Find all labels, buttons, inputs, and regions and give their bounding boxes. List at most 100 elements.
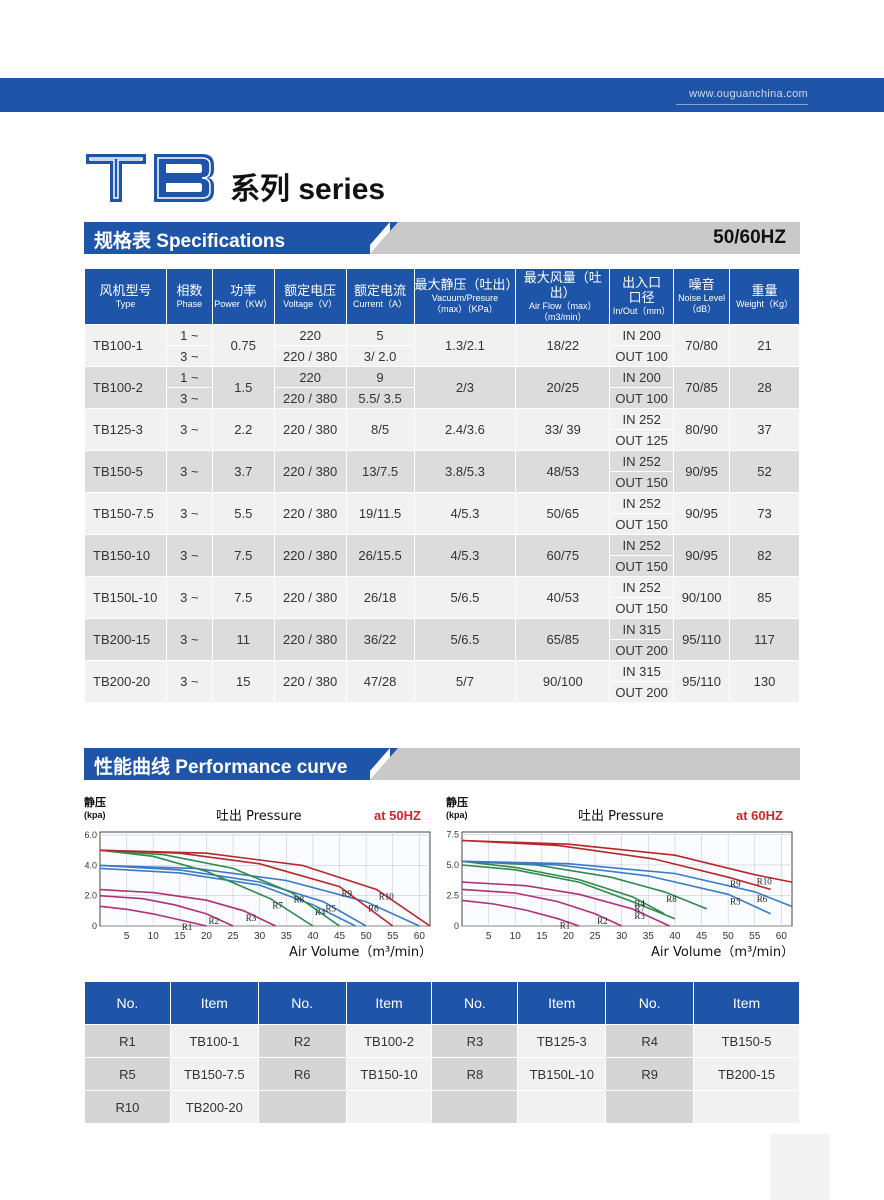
legend-header-item: Item <box>693 981 800 1025</box>
header-en: Noise Level <box>678 293 726 303</box>
cell-out: OUT 150 <box>609 555 675 577</box>
cell-type: TB125-3 <box>84 408 167 451</box>
cell-current: 19/11.5 <box>345 492 415 535</box>
header-en: Weight（Kg） <box>736 298 793 309</box>
header-zh: 出入口 <box>622 276 662 291</box>
cell-noise: 90/95 <box>673 534 731 577</box>
cell-in: IN 315 <box>609 618 675 640</box>
curve-r7 <box>461 864 676 920</box>
header-en: Type <box>115 298 136 309</box>
cell-noise: 70/80 <box>673 324 731 367</box>
cell-current: 5.5/ 3.5 <box>345 387 415 409</box>
spec-row: TB200-15 3 ~11 220 / 380 36/22 5/6.5 65/85 IN … <box>84 618 800 661</box>
legend-header-row: No. Item No. Item No. Item No. Item <box>84 981 800 1025</box>
spec-row: TB100-1 1 ~0.75 220 5 1.3/2.1 18/22 IN 200 70/8… <box>84 324 800 367</box>
cell-noise: 95/110 <box>673 618 731 661</box>
website-url[interactable]: www.ouguanchina.com <box>689 88 808 100</box>
x-tick-label: 30 <box>254 931 266 942</box>
legend-no: R1 <box>84 1024 171 1058</box>
spec-header-6: 最大风量（吐出） Air Flow（max） （m3/min） <box>515 268 611 325</box>
header-en: Air Flow（max） <box>529 300 597 311</box>
cell-voltage: 220 / 380 <box>273 387 347 409</box>
curve-label: R10 <box>379 892 395 902</box>
y-axis-label: 静压 <box>446 795 468 809</box>
x-tick-label: 55 <box>749 931 761 942</box>
curve-label: R8 <box>666 894 677 904</box>
cell-noise: 70/85 <box>673 366 731 409</box>
cell-weight: 117 <box>729 618 800 661</box>
cell-power: 3.7 <box>211 450 275 493</box>
curve-r1 <box>461 899 580 927</box>
x-tick-label: 55 <box>387 931 399 942</box>
legend-no: R10 <box>84 1090 171 1124</box>
cell-voltage: 220 / 380 <box>273 534 347 577</box>
frequency-label: at 50HZ <box>374 808 421 823</box>
x-tick-label: 45 <box>334 931 346 942</box>
cell-power: 7.5 <box>211 576 275 619</box>
cell-flow: 50/65 <box>515 492 611 535</box>
curve-label: R6 <box>368 904 379 914</box>
cell-noise: 90/95 <box>673 492 731 535</box>
curve-r4 <box>461 860 665 915</box>
legend-no: R8 <box>431 1057 519 1091</box>
y-tick-label: 0 <box>454 921 459 931</box>
spec-header-1: 相数 Phase <box>165 268 213 325</box>
cell-type: TB150-5 <box>84 450 167 493</box>
cell-weight: 130 <box>729 660 800 703</box>
legend-no: R4 <box>605 1024 695 1058</box>
header-en: Phase <box>176 298 203 309</box>
legend-header-no: No. <box>605 981 695 1025</box>
legend-header-item: Item <box>345 981 433 1025</box>
x-tick-label: 40 <box>307 931 319 942</box>
spec-row: TB150-10 3 ~7.5 220 / 380 26/15.5 4/5.3 60/75… <box>84 534 800 577</box>
plot-area <box>99 831 431 927</box>
x-tick-label: 60 <box>776 931 788 942</box>
chart-title: 吐出 Pressure <box>216 809 302 824</box>
legend-item <box>693 1090 800 1124</box>
spec-section-blue <box>84 222 398 254</box>
cell-out: OUT 200 <box>609 681 675 703</box>
curve-r9 <box>461 839 771 891</box>
x-tick-label: 40 <box>669 931 681 942</box>
specifications-table: 风机型号 Type 相数 Phase 功率 Power（KW） 额定电压 Voltage（V）… <box>84 268 800 703</box>
frequency-label: at 60HZ <box>736 808 783 823</box>
legend-row: R10 TB200-20 <box>84 1090 800 1124</box>
legend-no <box>605 1090 695 1124</box>
cell-type: TB150-7.5 <box>84 492 167 535</box>
y-tick-label: 4.0 <box>84 860 97 870</box>
cell-power: 0.75 <box>211 324 275 367</box>
curve-label: R5 <box>730 896 741 906</box>
header-en: In/Out（mm） <box>612 306 671 316</box>
cell-power: 11 <box>211 618 275 661</box>
y-axis-label: 静压 <box>84 795 106 809</box>
legend-no <box>257 1090 347 1124</box>
cell-noise: 90/100 <box>673 576 731 619</box>
legend-item: TB150-5 <box>693 1024 800 1058</box>
cell-current: 5 <box>345 324 415 346</box>
cell-flow: 48/53 <box>515 450 611 493</box>
x-tick-label: 25 <box>590 931 602 942</box>
spec-row-sub: OUT 150 <box>85 555 800 577</box>
cell-pressure: 2/3 <box>413 366 517 409</box>
x-tick-label: 10 <box>510 931 522 942</box>
cell-in: IN 252 <box>609 534 675 556</box>
header-zh: 最大风量（吐出） <box>523 270 602 301</box>
cell-power: 1.5 <box>211 366 275 409</box>
legend-item: TB125-3 <box>517 1024 607 1058</box>
curve-label: R1 <box>182 922 193 932</box>
x-tick-label: 25 <box>228 931 240 942</box>
header-zh: 风机型号 <box>99 283 152 299</box>
curve-r6 <box>461 860 793 908</box>
y-axis-unit: (kpa) <box>84 810 106 820</box>
cell-power: 15 <box>211 660 275 703</box>
curve-label: R4 <box>634 899 645 909</box>
spec-row-sub: OUT 125 <box>85 429 800 451</box>
cell-weight: 85 <box>729 576 800 619</box>
cell-out: OUT 125 <box>609 429 675 451</box>
cell-weight: 21 <box>729 324 800 367</box>
cell-pressure: 4/5.3 <box>413 534 517 577</box>
cell-phase: 3 ~ <box>165 534 213 577</box>
legend-item <box>517 1090 607 1124</box>
legend-header-item: Item <box>169 981 259 1025</box>
header-en: Current（A） <box>353 298 408 309</box>
